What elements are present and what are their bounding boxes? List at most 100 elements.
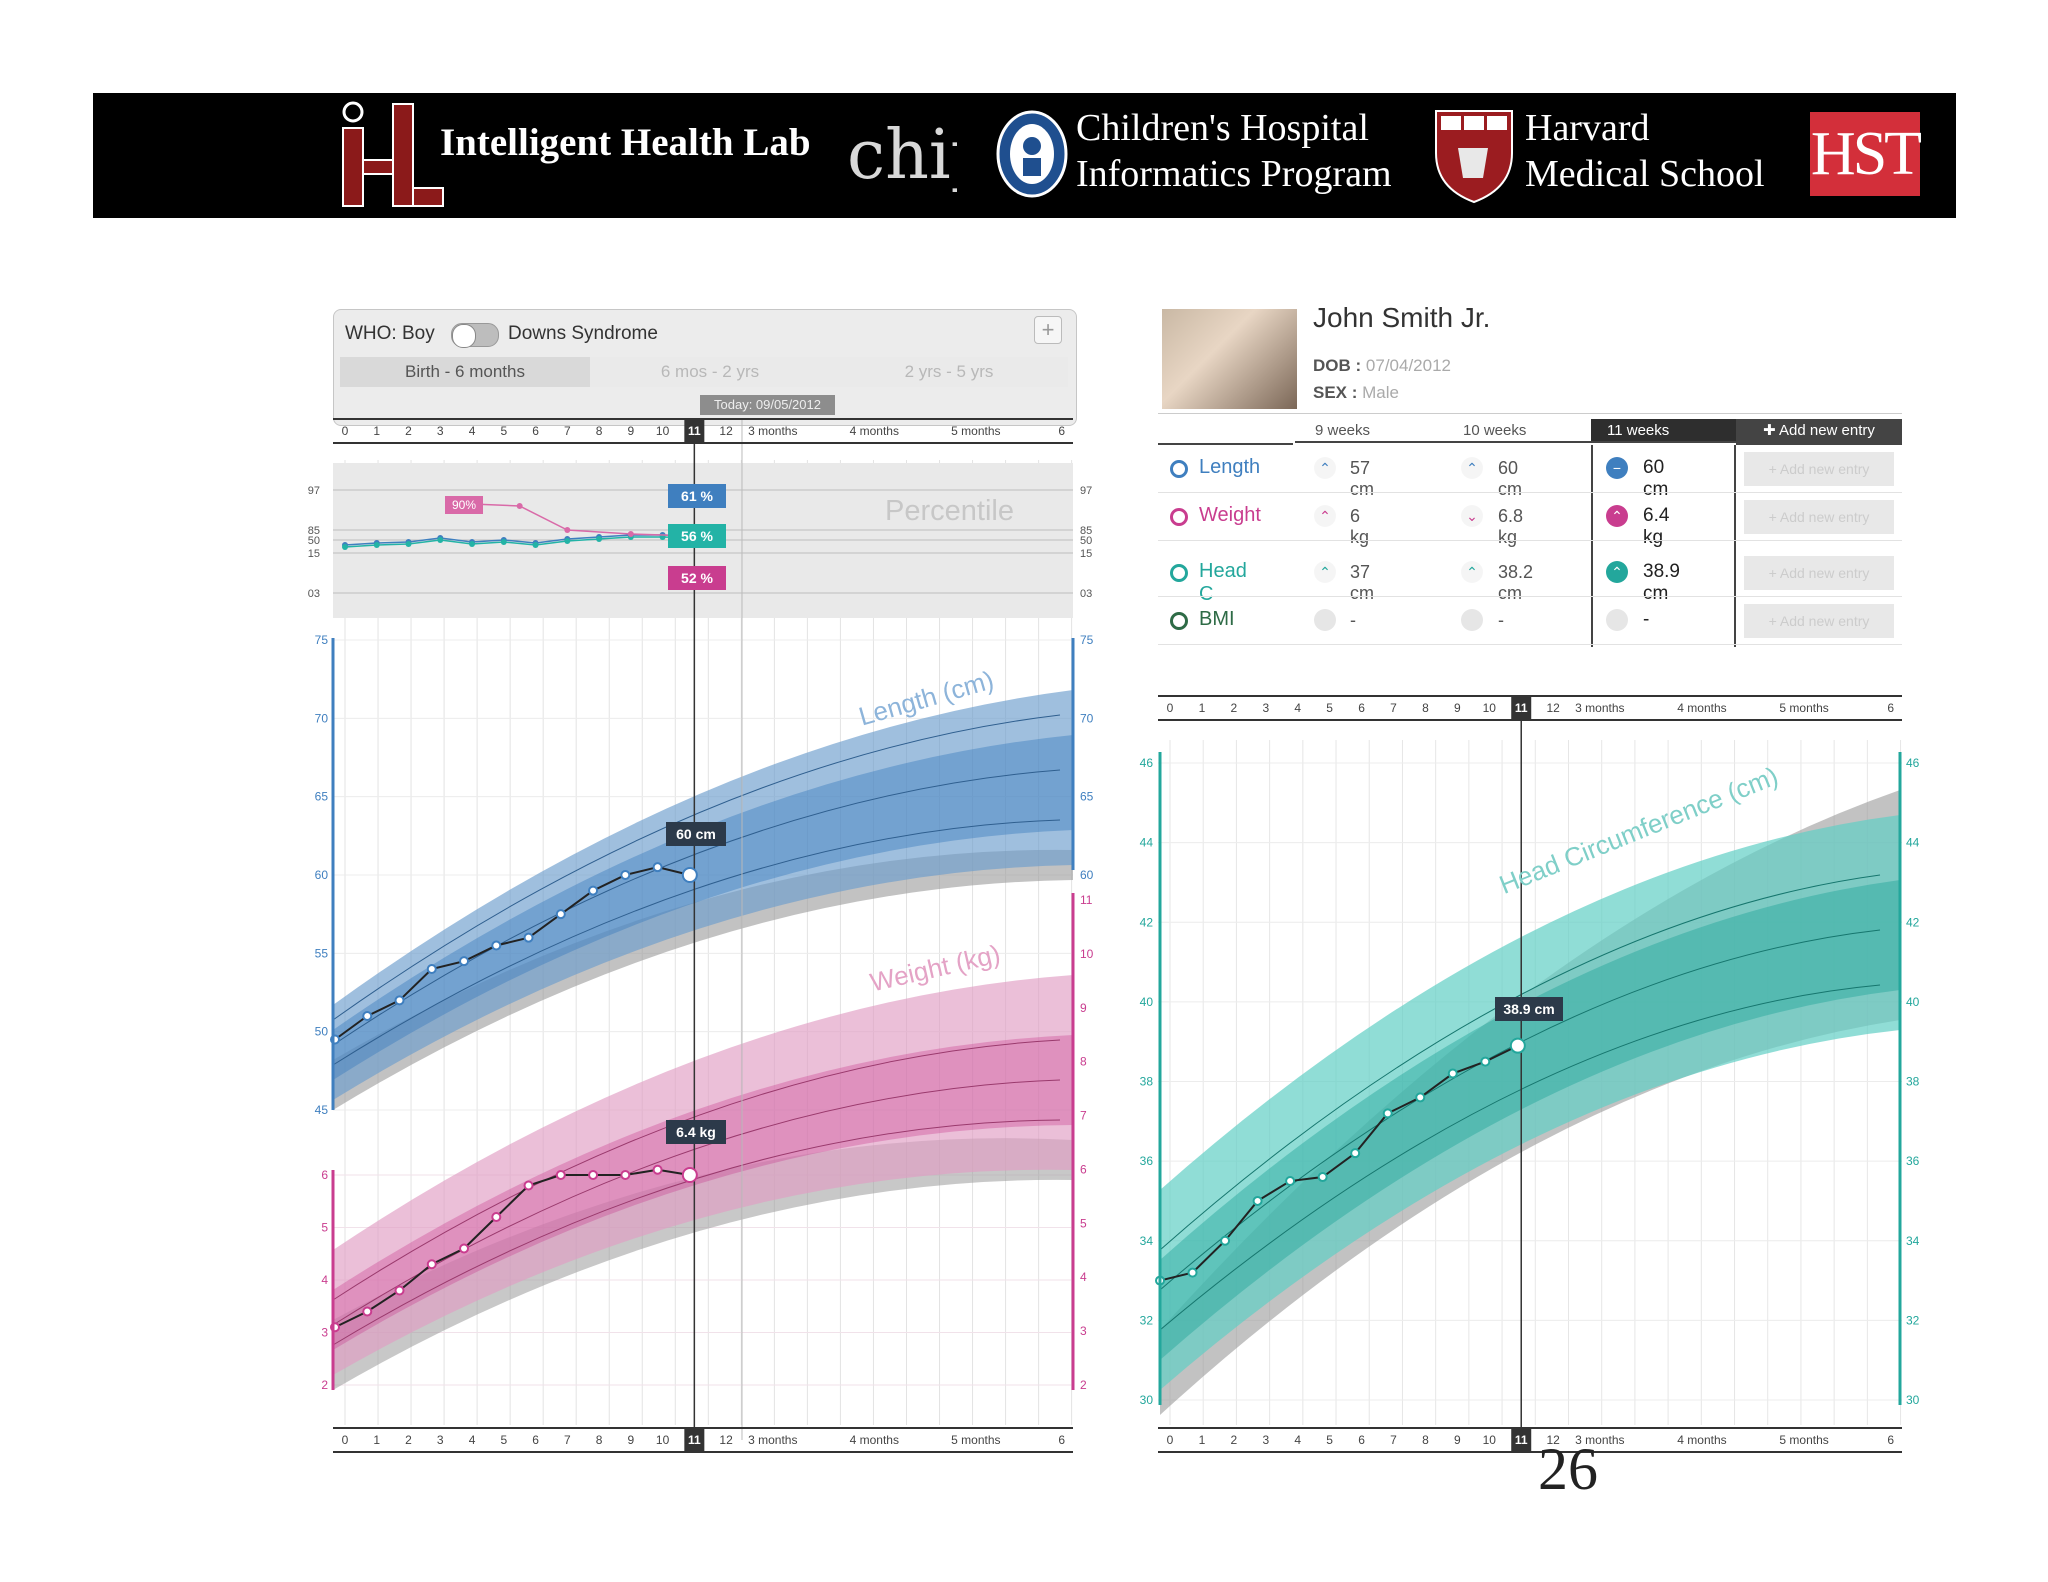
length-percentile-line <box>344 534 695 546</box>
headc-tick-left: 44 <box>1140 836 1154 850</box>
cell-9-weeks: 6 kg <box>1350 506 1370 547</box>
add-entry-button[interactable]: + Add new entry <box>1744 452 1894 486</box>
row-divider <box>1158 492 1902 493</box>
row-label: Head C <box>1199 560 1247 605</box>
add-entry-button[interactable]: + Add new entry <box>1744 500 1894 534</box>
time-axis-month-label: 3 months <box>748 424 797 438</box>
headc-series-point <box>1415 1092 1426 1103</box>
svg-text:chip: chip <box>847 116 957 195</box>
weight-series-point <box>555 1170 566 1180</box>
add-chart-button[interactable]: + <box>1034 316 1062 344</box>
weight-percentile-curve <box>332 1119 1061 1346</box>
headc-series-point <box>1187 1267 1198 1278</box>
weight-tick-right: 4 <box>1080 1270 1087 1284</box>
harvard-shield-icon <box>1435 110 1513 204</box>
weight-series-point <box>459 1243 470 1254</box>
headc-tick-right: 32 <box>1906 1313 1920 1327</box>
headc-percentile-line-point <box>564 538 571 544</box>
headc-series-point <box>1350 1148 1361 1159</box>
time-axis-current-week <box>684 1429 705 1451</box>
time-axis-week-label: 11 <box>688 424 701 438</box>
weight-tick-right: 8 <box>1080 1055 1087 1069</box>
trend-icon: − <box>1606 457 1628 479</box>
length-tick-left: 65 <box>315 790 329 804</box>
time-axis-month-label: 4 months <box>1677 1433 1726 1447</box>
length-tick-right: 60 <box>1080 868 1094 882</box>
length-tick-right: 70 <box>1080 711 1094 725</box>
trend-icon: ⌃ <box>1314 457 1336 479</box>
weight-value-callout: 6.4 kg <box>666 1120 726 1144</box>
column-11-weeks: 11 weeks <box>1591 419 1736 443</box>
length-value-callout: 60 cm <box>666 822 726 846</box>
weight-tick-left: 6 <box>321 1168 328 1182</box>
headc-value-callout: 38.9 cm <box>1495 997 1563 1021</box>
weight-tick-left: 5 <box>321 1221 328 1235</box>
add-entry-button[interactable]: + Add new entry <box>1744 556 1894 590</box>
headc-tick-left: 40 <box>1140 995 1154 1009</box>
hst-logo: HST <box>1810 112 1922 196</box>
time-axis-week-label: 11 <box>688 1433 701 1447</box>
time-axis-week-label: 10 <box>656 1433 670 1447</box>
length-tick-left: 55 <box>315 946 329 960</box>
add-new-entry-column[interactable]: ✚ Add new entry <box>1736 419 1902 445</box>
range-2yrs-5yrs[interactable]: 2 yrs - 5 yrs <box>830 357 1068 387</box>
weight-band-outer <box>333 975 1073 1375</box>
weight-tick-left: 3 <box>321 1326 328 1340</box>
plus-icon: ✚ <box>1763 422 1780 439</box>
weight-tick-right: 10 <box>1080 947 1094 961</box>
headc-tick-left: 36 <box>1140 1154 1154 1168</box>
headc-series-point <box>1480 1056 1491 1067</box>
time-axis-week-label: 5 <box>1326 1433 1333 1447</box>
percentile-tick-right: 50 <box>1080 535 1092 547</box>
headc-percentile-line-point <box>405 541 412 547</box>
time-axis-week-label: 4 <box>469 424 476 438</box>
length-percentile-callout: 61 % <box>668 484 726 508</box>
time-axis-week-label: 10 <box>656 424 670 438</box>
slide-page-number: 26 <box>1538 1436 1598 1502</box>
time-axis-week-label: 5 <box>500 1433 507 1447</box>
weight-series-point <box>620 1170 631 1180</box>
cell-9-weeks: - <box>1350 610 1356 630</box>
weight-series-point <box>652 1164 663 1175</box>
time-axis-week-label: 12 <box>1546 1433 1560 1447</box>
length-percentile-curve <box>332 819 1061 1066</box>
cell-10-weeks: 38.2 cm <box>1498 562 1534 603</box>
cell-11-weeks: 60 cm <box>1643 457 1669 500</box>
time-axis-week-label: 6 <box>532 424 539 438</box>
length-band-inner <box>333 735 1073 1080</box>
cell-10-weeks: 60 cm <box>1498 458 1522 499</box>
time-axis-week-label: 9 <box>627 424 634 438</box>
current-column-right-border <box>1734 445 1736 647</box>
percentile-tick-left: 03 <box>308 588 320 600</box>
weight-tick-right: 9 <box>1080 1001 1087 1015</box>
headc-band-inner <box>1160 880 1900 1360</box>
headc-series-point <box>1447 1068 1458 1079</box>
headc-tick-right: 36 <box>1906 1154 1920 1168</box>
time-axis-month-label: 3 months <box>748 1433 797 1447</box>
headc-tick-right: 46 <box>1906 756 1920 770</box>
percentile-tick-right: 97 <box>1080 485 1092 497</box>
percentile-tick-right: 03 <box>1080 588 1092 600</box>
table-header-blank <box>1158 419 1293 445</box>
headc-percentile-curve <box>1159 929 1881 1291</box>
cell-10-weeks: - <box>1498 610 1504 630</box>
harvard-name-line2: Medical School <box>1525 153 1765 195</box>
time-axis-week-label: 6 <box>1358 1433 1365 1447</box>
add-entry-button[interactable]: + Add new entry <box>1744 604 1894 638</box>
time-axis-month-label: 5 months <box>951 1433 1000 1447</box>
headc-percentile-curve <box>1159 984 1881 1331</box>
harvard-name-line1: Harvard <box>1525 107 1650 149</box>
trend-icon: ● <box>1461 609 1483 631</box>
percentile-tick-left: 97 <box>308 485 320 497</box>
toggle-knob[interactable] <box>452 324 476 348</box>
time-axis-week-label: 6 <box>532 1433 539 1447</box>
cell-11-weeks: - <box>1643 609 1650 630</box>
time-axis-week-label: 12 <box>719 424 733 438</box>
range-6mos-2yrs[interactable]: 6 mos - 2 yrs <box>590 357 830 387</box>
trend-icon: ⌃ <box>1461 457 1483 479</box>
weight-band-inner <box>333 1035 1073 1350</box>
headc-series-point <box>1382 1108 1393 1119</box>
headc-tick-left: 34 <box>1140 1234 1154 1248</box>
row-marker-icon <box>1170 508 1188 526</box>
range-birth-6-months[interactable]: Birth - 6 months <box>340 357 590 387</box>
